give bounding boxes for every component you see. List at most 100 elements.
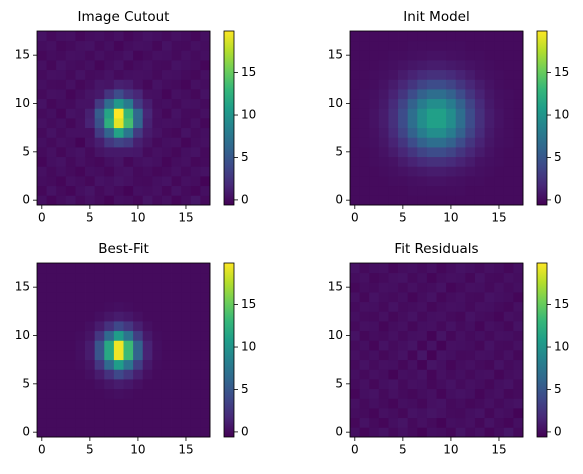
cell bbox=[446, 195, 457, 206]
cell bbox=[94, 127, 105, 138]
cell bbox=[85, 292, 96, 303]
cell bbox=[350, 127, 361, 138]
cell bbox=[123, 127, 134, 138]
cell bbox=[85, 118, 96, 129]
cell bbox=[190, 417, 201, 428]
cell bbox=[65, 330, 76, 341]
cell bbox=[378, 398, 389, 409]
cell bbox=[65, 292, 76, 303]
cell bbox=[171, 69, 182, 80]
cell bbox=[407, 330, 418, 341]
cell bbox=[503, 40, 514, 51]
cell bbox=[94, 195, 105, 206]
cell bbox=[94, 79, 105, 90]
cell bbox=[75, 311, 86, 322]
cell bbox=[446, 398, 457, 409]
cell bbox=[446, 118, 457, 129]
cell bbox=[446, 263, 457, 274]
cell bbox=[37, 340, 48, 351]
cell bbox=[465, 398, 476, 409]
cell bbox=[417, 40, 428, 51]
cell bbox=[426, 176, 437, 187]
axes-frame bbox=[36, 30, 211, 206]
cell bbox=[417, 379, 428, 390]
cell bbox=[350, 176, 361, 187]
cell bbox=[123, 388, 134, 399]
cell bbox=[446, 350, 457, 361]
cell bbox=[171, 79, 182, 90]
cell bbox=[446, 417, 457, 428]
cell bbox=[436, 127, 447, 138]
cell bbox=[513, 127, 524, 138]
cell bbox=[446, 127, 457, 138]
cell bbox=[513, 330, 524, 341]
cell bbox=[417, 166, 428, 177]
colorbar bbox=[536, 262, 548, 438]
cell bbox=[190, 388, 201, 399]
y-tick-label: 5 bbox=[22, 144, 30, 158]
cell bbox=[200, 195, 211, 206]
cell bbox=[65, 388, 76, 399]
cell bbox=[161, 282, 172, 293]
cell bbox=[359, 147, 370, 158]
cell bbox=[407, 31, 418, 42]
cell bbox=[142, 417, 153, 428]
cell bbox=[171, 398, 182, 409]
cell bbox=[446, 79, 457, 90]
cell bbox=[46, 408, 57, 419]
cell bbox=[104, 89, 115, 100]
cell bbox=[436, 408, 447, 419]
colorbar-tick-label: 15 bbox=[554, 297, 569, 311]
cell bbox=[200, 398, 211, 409]
cell bbox=[123, 185, 134, 196]
cell bbox=[46, 350, 57, 361]
cell bbox=[56, 69, 67, 80]
cell bbox=[388, 50, 399, 61]
cell bbox=[104, 69, 115, 80]
cell bbox=[56, 427, 67, 438]
cell bbox=[350, 69, 361, 80]
cell bbox=[161, 340, 172, 351]
cell bbox=[513, 60, 524, 71]
cell bbox=[85, 408, 96, 419]
cell bbox=[494, 185, 505, 196]
cell bbox=[407, 147, 418, 158]
cell bbox=[436, 330, 447, 341]
cell bbox=[171, 272, 182, 283]
cell bbox=[359, 292, 370, 303]
cell bbox=[56, 60, 67, 71]
cell bbox=[465, 417, 476, 428]
cell bbox=[142, 89, 153, 100]
cell bbox=[484, 137, 495, 148]
cell bbox=[417, 321, 428, 332]
cell bbox=[494, 359, 505, 370]
cell bbox=[350, 166, 361, 177]
cell bbox=[65, 31, 76, 42]
cell bbox=[181, 301, 192, 312]
cell bbox=[503, 359, 514, 370]
cell bbox=[369, 40, 380, 51]
cell bbox=[494, 330, 505, 341]
cell bbox=[378, 79, 389, 90]
cell bbox=[75, 272, 86, 283]
cell bbox=[359, 127, 370, 138]
cell bbox=[113, 118, 124, 129]
cell bbox=[104, 108, 115, 119]
cell bbox=[133, 340, 144, 351]
cell bbox=[417, 272, 428, 283]
cell bbox=[123, 108, 134, 119]
cell bbox=[474, 79, 485, 90]
cell bbox=[426, 98, 437, 109]
cell bbox=[152, 350, 163, 361]
cell bbox=[133, 330, 144, 341]
cell bbox=[503, 185, 514, 196]
cell bbox=[85, 137, 96, 148]
cell bbox=[123, 156, 134, 167]
cell bbox=[85, 359, 96, 370]
cell bbox=[359, 156, 370, 167]
cell bbox=[161, 60, 172, 71]
cell bbox=[94, 369, 105, 380]
cell bbox=[503, 118, 514, 129]
cell bbox=[446, 311, 457, 322]
y-tick-label: 10 bbox=[328, 328, 343, 342]
